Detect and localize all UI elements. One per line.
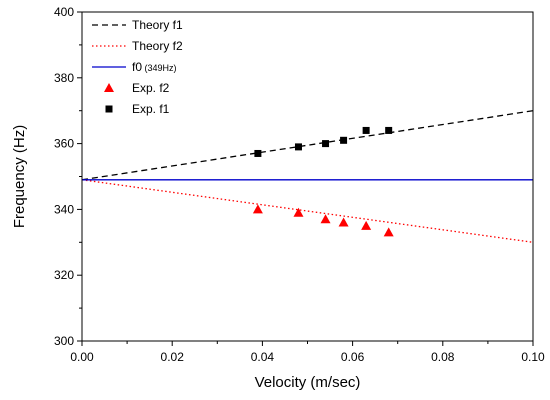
- x-tick-label: 0.06: [341, 350, 365, 364]
- legend-label-suffix: (349Hz): [142, 63, 177, 73]
- data-point-exp-f1: [385, 126, 393, 134]
- data-point-exp-f1: [254, 149, 262, 157]
- data-point-exp-f2: [293, 207, 304, 217]
- ticks-layer: 0.00 0.02 0.04 0.06 0.08 0.10 300 320 340 360 380 4…: [54, 5, 545, 364]
- x-axis-label: Velocity (m/sec): [255, 374, 361, 391]
- plot-frame: [81, 11, 534, 342]
- legend-swatch-exp-f2: [104, 83, 114, 92]
- y-tick-label: 320: [54, 268, 74, 282]
- y-tick-label: 380: [54, 71, 74, 85]
- series-line-theory-f1: [81, 110, 534, 181]
- y-axis-label: Frequency (Hz): [11, 125, 28, 228]
- legend-swatch-exp-f1: [105, 105, 113, 113]
- series-line-theory-f2: [81, 179, 534, 243]
- x-tick-label: 0.08: [431, 350, 455, 364]
- legend-label-theory-f1: Theory f1: [132, 18, 183, 32]
- y-tick-label: 400: [54, 5, 74, 19]
- y-tick-label: 340: [54, 202, 74, 216]
- legend-label-exp-f1: Exp. f1: [132, 102, 170, 116]
- series-layer: [81, 110, 534, 243]
- legend-label-exp-f2: Exp. f2: [132, 81, 170, 95]
- y-tick-label: 300: [54, 334, 74, 348]
- x-tick-label: 0.04: [251, 350, 275, 364]
- data-point-exp-f1: [322, 140, 330, 148]
- data-point-exp-f2: [252, 204, 263, 214]
- data-point-exp-f1: [294, 143, 302, 151]
- x-tick-label: 0.10: [521, 350, 545, 364]
- y-tick-label: 360: [54, 137, 74, 151]
- x-tick-label: 0.00: [70, 350, 94, 364]
- data-point-exp-f2: [320, 214, 331, 224]
- x-tick-label: 0.02: [161, 350, 185, 364]
- data-point-exp-f1: [362, 126, 370, 134]
- legend-label-theory-f2: Theory f2: [132, 39, 183, 53]
- data-point-exp-f1: [340, 136, 348, 144]
- legend-label-f0: f0 (349Hz): [132, 60, 177, 74]
- data-point-exp-f2: [361, 220, 372, 230]
- data-point-exp-f2: [383, 227, 394, 237]
- data-point-exp-f2: [338, 217, 349, 227]
- legend: Theory f1 Theory f2 f0 (349Hz) Exp. f2 Exp. …: [92, 18, 183, 116]
